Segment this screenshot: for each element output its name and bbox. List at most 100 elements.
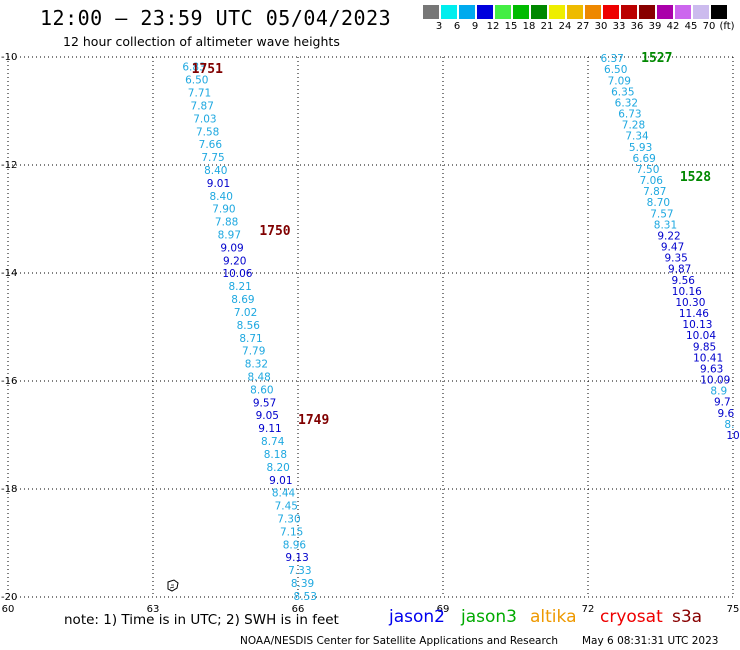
wave-height-value: 8.44 [272,488,296,500]
lon-tick-label: 75 [727,604,740,615]
wave-height-value: 10.09 [700,375,730,387]
wave-height-value: 8. [724,419,734,431]
legend-swatch [585,5,601,19]
pass-number-label: 1749 [298,413,329,428]
wave-height-value: 11.46 [679,308,709,320]
lon-tick-label: 69 [437,604,450,615]
wave-height-value: 7.09 [608,75,631,87]
wave-height-value: 6.35 [611,86,634,98]
wave-height-value: 9.01 [207,178,230,190]
legend-swatch [441,5,457,19]
note-text: note: 1) Time is in UTC; 2) SWH is in fe… [64,612,339,628]
wave-height-value: 7.75 [201,152,224,164]
legend-label: 3 [435,21,443,32]
legend-label: 39 [648,21,662,32]
satellite-s3a: s3a [672,607,703,627]
wave-height-value: 7.71 [188,88,211,100]
wave-height-value: 7.34 [625,131,649,143]
lon-tick-label: 72 [582,604,595,615]
pass-labels: 1751 1750 1749 1527 1528 [192,51,712,428]
wave-height-value: 7.79 [242,346,265,358]
legend-label: 42 [666,21,680,32]
wave-height-value: 7.90 [212,204,235,216]
wave-height-value: 8.97 [218,230,241,242]
timestamp: May 6 08:31:31 UTC 2023 [582,635,719,647]
legend-swatch [675,5,691,19]
wave-height-value: 9.01 [269,475,292,487]
gridlines [7,56,734,598]
wave-height-value: 7.58 [196,126,219,138]
legend-swatch [711,5,727,19]
wave-height-value: 7.30 [277,513,300,525]
map-title: 12:00 – 23:59 UTC 05/04/2023 [40,6,392,30]
wave-height-value: 9.35 [664,253,687,265]
legend-label: 24 [558,21,572,32]
wave-height-value: 5.93 [629,142,652,154]
wave-height-value: 7.87 [191,100,214,112]
wave-height-value: 8.39 [291,578,314,590]
wave-height-value: 8.18 [264,449,287,461]
legend-label: 36 [630,21,644,32]
map-subtitle: 12 hour collection of altimeter wave hei… [63,34,340,49]
wave-height-value: 8.31 [654,219,677,231]
legend-swatch [603,5,619,19]
wave-height-value: 9.09 [220,242,243,254]
pass-number-label: 1528 [680,170,711,185]
legend-label: 70 [702,21,716,32]
pass-number-label: 1751 [192,62,223,77]
legend-swatch [621,5,637,19]
wave-height-value: 9.22 [657,230,680,242]
wave-height-value: 7.88 [215,217,238,229]
legend-label: 15 [504,21,518,32]
wave-height-value: 9.63 [700,363,723,375]
wave-height-value: 9.57 [253,397,276,409]
wave-height-value: 8.9 [710,386,727,398]
wave-height-value: 6.50 [604,64,627,76]
wave-height-value: 8.53 [294,591,317,603]
wave-height-value: 8.40 [204,165,227,177]
legend-swatch [477,5,493,19]
wave-height-value: 9.6 [718,408,735,420]
wave-height-value: 9.7 [714,397,731,409]
wave-height-value: 8.60 [250,384,273,396]
wave-height-value: 7.15 [280,526,303,538]
pass-number-label: 1527 [641,51,672,66]
wave-height-value: 8.56 [237,320,261,332]
legend-label: 27 [576,21,590,32]
wave-height-value: 8.96 [283,539,307,551]
satellite-jason2: jason2 [389,607,445,627]
wave-height-value: 8.20 [266,462,289,474]
legend-swatch [423,5,439,19]
legend-swatch [495,5,511,19]
wave-height-values: 6.836.507.717.877.037.587.667.758.409.01… [182,53,739,603]
wave-height-value: 7.02 [234,307,257,319]
lon-tick-label: 60 [2,604,15,615]
legend-label: 30 [594,21,608,32]
wave-height-value: 7.06 [640,175,664,187]
wave-height-value: 7.33 [288,565,311,577]
wave-height-value: 8.21 [228,281,251,293]
legend-label: 12 [486,21,500,32]
axis-ticks: 60 63 66 69 72 75 -10 -12 -14 -16 -18 -20 [1,52,739,615]
wave-height-value: 7.45 [275,501,298,513]
wave-height-value: 10.30 [675,297,705,309]
wave-height-value: 6.73 [618,109,641,121]
legend-swatch [693,5,709,19]
wave-height-value: 9.11 [258,423,281,435]
wave-height-value: 9.05 [256,410,279,422]
wave-height-value: 7.50 [636,164,659,176]
wave-height-value: 6.83 [182,62,205,74]
wave-height-value: 10 [726,430,739,442]
wave-height-value: 10.04 [686,330,716,342]
legend-label: 9 [471,21,479,32]
legend-swatch [513,5,529,19]
legend-swatch [459,5,475,19]
wave-height-value: 8.69 [231,294,254,306]
wave-height-value: 7.66 [199,139,223,151]
wave-height-value: 7.28 [622,120,645,132]
lat-tick-label: -14 [1,268,17,279]
wave-height-value: 6.37 [600,53,623,65]
wave-height-value: 9.47 [661,242,684,254]
wave-height-value: 9.85 [693,341,716,353]
legend-label: 6 [453,21,461,32]
